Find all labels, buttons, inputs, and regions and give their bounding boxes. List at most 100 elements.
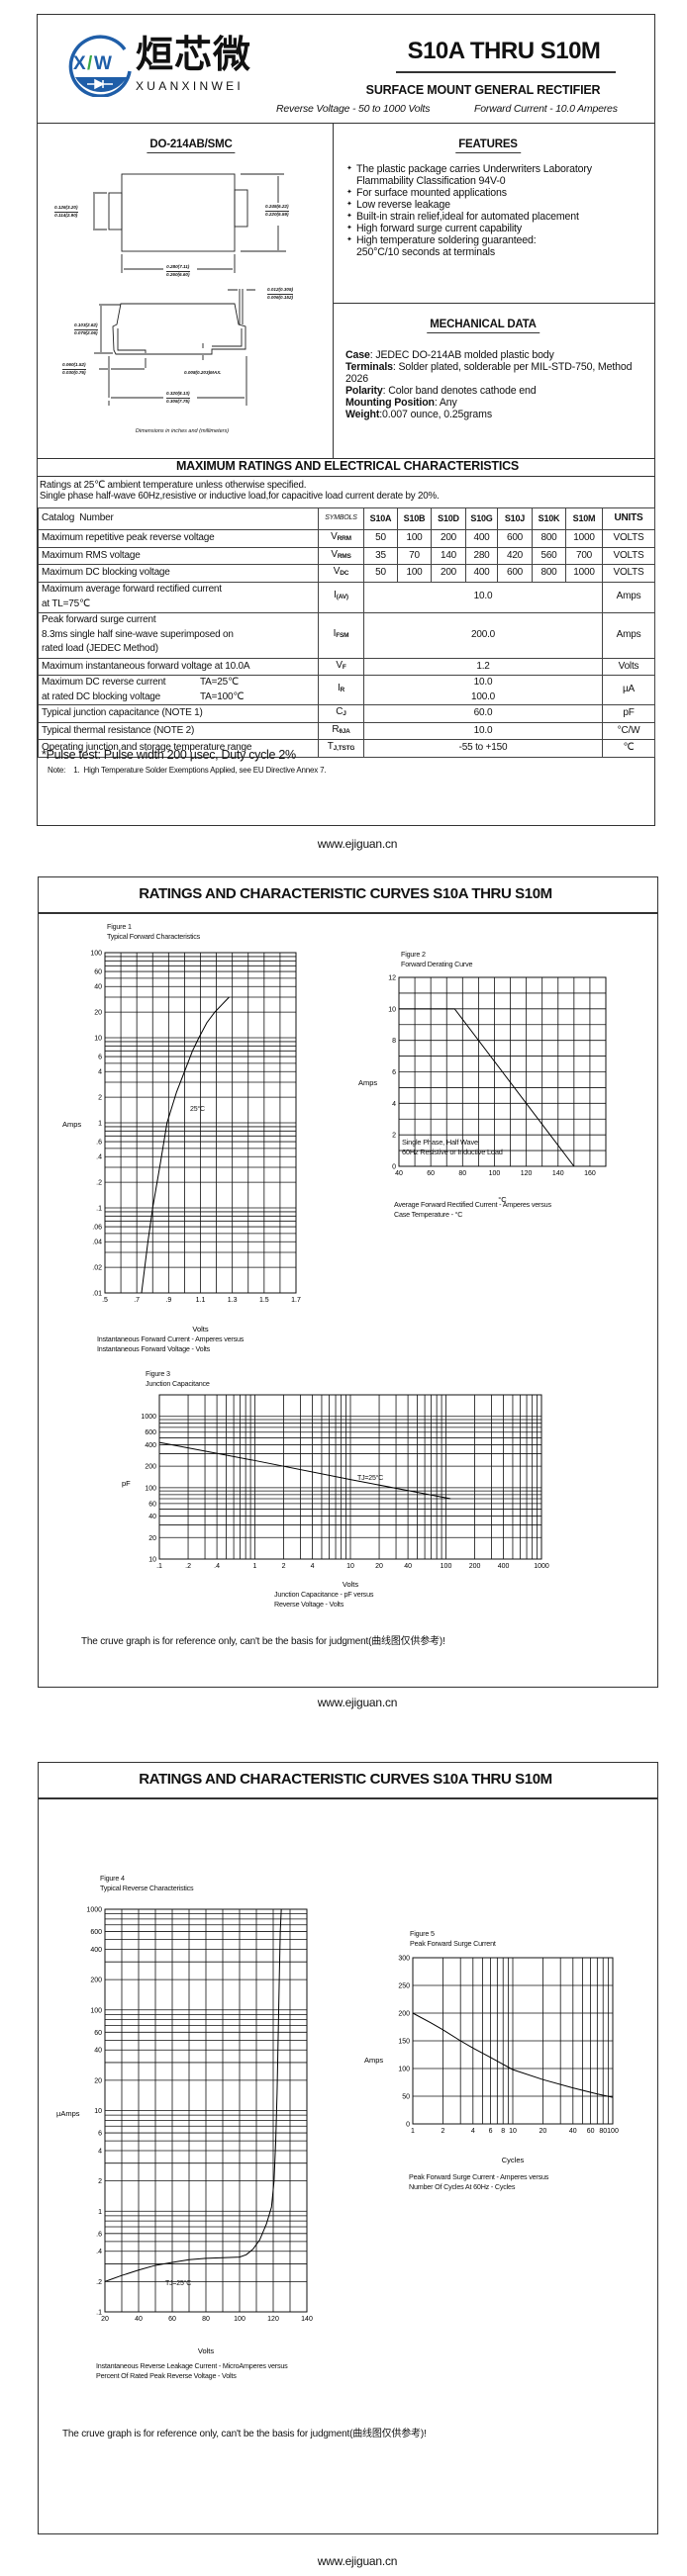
row-unit: VOLTS [602, 546, 655, 565]
symbol-main: I [333, 627, 337, 639]
symbol-subscript: R [340, 687, 345, 694]
footer-url[interactable]: www.ejiguan.cn [317, 837, 398, 851]
header-symbols: SYMBOLS [318, 507, 364, 530]
figure-2-annotation: Single Phase, Half Wave 60Hz Resistive or… [402, 1138, 503, 1156]
svg-text:/: / [87, 53, 93, 74]
description-text: Maximum DC reverse current [42, 677, 166, 688]
row-value: 10.0 [363, 721, 603, 740]
figure-1-annotation: 25°C [190, 1106, 205, 1113]
mechanical-value: : Color band denotes cathode end [382, 385, 537, 397]
row-unit: pF [602, 704, 655, 723]
dimension-label: 0.320(8.13) 0.305(7.75) [166, 391, 190, 404]
table-row: Typical junction capacitance (NOTE 1) CJ 6… [38, 704, 655, 723]
feature-item: Low reverse leakage [346, 199, 643, 211]
row-value: 420 [497, 546, 533, 565]
mechanical-item: Case: JEDEC DO-214AB molded plastic body [345, 349, 647, 361]
row-symbol: IR [318, 675, 364, 705]
description-line: Maximum RMS voltage [42, 549, 315, 564]
features-title: FEATURES [455, 138, 521, 153]
row-value: 200 [431, 564, 466, 583]
row-value: 560 [532, 546, 566, 565]
mechanical-item: Mounting Position: Any [345, 397, 647, 409]
ratings-note-2: Single phase half-wave 60Hz,resistive or… [40, 491, 440, 502]
figure-2-description: Average Forward Rectified Current - Ampe… [394, 1200, 551, 1219]
divider [37, 476, 655, 477]
description-text: Operating junction and storage temperatu… [42, 742, 252, 753]
symbol-main: I [334, 590, 337, 601]
feature-item: The plastic package carries Underwriters… [346, 163, 643, 187]
divider [333, 123, 334, 458]
dimension-label: 0.245(6.22) 0.220(5.59) [265, 204, 289, 217]
table-row: Maximum average forward rectified curren… [38, 581, 655, 613]
row-description: Maximum DC reverse current TA=25℃ at rated… [38, 675, 319, 705]
description-line: at TL=75℃ [42, 598, 315, 612]
table-row: Maximum repetitive peak reverse voltage V… [38, 529, 655, 548]
forward-current-spec: Forward Current - 10.0 Amperes [474, 103, 618, 115]
svg-text:W: W [94, 53, 112, 74]
description-line: Maximum average forward rectified curren… [42, 583, 315, 598]
row-unit: ℃ [602, 739, 655, 758]
row-unit: Volts [602, 657, 655, 676]
row-description: Maximum repetitive peak reverse voltage [38, 529, 319, 548]
description-text: rated load (JEDEC Method) [42, 643, 158, 655]
row-description: Maximum DC blocking voltage [38, 564, 319, 583]
description-text: Maximum RMS voltage [42, 549, 141, 561]
description-line: Maximum repetitive peak reverse voltage [42, 531, 315, 546]
feature-item: High temperature soldering guaranteed: 2… [346, 234, 643, 258]
curves-title: RATINGS AND CHARACTERISTIC CURVES S10A T… [139, 1771, 552, 1788]
description-line: 8.3ms single half sine-wave superimposed… [42, 628, 315, 643]
description-line: Maximum DC reverse current TA=25℃ [42, 676, 315, 690]
test-condition: TA=100℃ [200, 690, 245, 702]
row-description: Maximum RMS voltage [38, 546, 319, 565]
page-2-frame [38, 876, 658, 1688]
mechanical-item: Terminals: Solder plated, solderable per… [345, 361, 647, 385]
figure-4-caption: Figure 4 Typical Reverse Characteristics [100, 1874, 194, 1892]
table-row: Operating junction and storage temperatu… [38, 739, 655, 758]
dimension-label: 0.280(7.11) 0.260(6.60) [166, 264, 190, 277]
description-text: Peak forward surge current [42, 614, 156, 626]
dimension-label: 0.012(0.305) 0.006(0.152) [267, 287, 294, 300]
feature-item: For surface mounted applications [346, 187, 643, 199]
footer-url[interactable]: www.ejiguan.cn [317, 2554, 398, 2568]
ratings-note-1: Ratings at 25℃ ambient temperature unles… [40, 480, 307, 491]
description-text: Maximum repetitive peak reverse voltage [42, 532, 215, 543]
header-part: S10M [565, 507, 603, 530]
symbol-main: V [336, 659, 343, 671]
test-condition: TA=25℃ [200, 677, 240, 688]
header-part: S10D [431, 507, 466, 530]
page-subtitle: SURFACE MOUNT GENERAL RECTIFIER [365, 83, 601, 97]
row-value: 700 [565, 546, 603, 565]
pulse-test-note: *Pulse test: Pulse width 200 µsec, Duty … [42, 748, 296, 762]
disclaimer: The cruve graph is for reference only, c… [81, 1636, 445, 1647]
mechanical-label: Case [345, 349, 370, 361]
row-value: 400 [465, 564, 498, 583]
row-symbol: VRMS [318, 546, 364, 565]
description-line: Typical thermal resistance (NOTE 2) [42, 724, 315, 739]
figure-5-description: Peak Forward Surge Current - Amperes ver… [409, 2172, 549, 2191]
svg-text:X: X [73, 53, 86, 74]
table-row: Maximum DC reverse current TA=25℃ at rated… [38, 675, 655, 705]
mechanical-value: : JEDEC DO-214AB molded plastic body [369, 349, 554, 361]
package-title: DO-214AB/SMC [147, 138, 236, 153]
footer-url[interactable]: www.ejiguan.cn [317, 1696, 398, 1709]
mechanical-label: Mounting Position [345, 397, 435, 409]
row-value: 50 [363, 564, 398, 583]
header-part: S10A [363, 507, 398, 530]
symbol-subscript: FSM [336, 631, 349, 639]
dimension-label: 0.060(1.52) 0.030(0.76) [62, 362, 86, 375]
divider [333, 303, 655, 304]
page-3-frame [38, 1762, 658, 2534]
description-text: Typical junction capacitance (NOTE 1) [42, 707, 203, 718]
mechanical-data: Case: JEDEC DO-214AB molded plastic body… [345, 349, 647, 420]
figure-4-annotation: TJ=25°C [165, 2280, 192, 2287]
row-value: 35 [363, 546, 398, 565]
row-value: 1000 [565, 529, 603, 548]
row-value: 10.0 [363, 581, 603, 613]
dimension-label: 0.008(0.203)MAX. [184, 370, 222, 375]
header-part: S10B [397, 507, 432, 530]
curves-title: RATINGS AND CHARACTERISTIC CURVES S10A T… [139, 885, 552, 902]
row-description: Typical junction capacitance (NOTE 1) [38, 704, 319, 723]
row-value: 140 [431, 546, 466, 565]
row-value: 100 [397, 529, 432, 548]
ratings-title: MAXIMUM RATINGS AND ELECTRICAL CHARACTER… [175, 459, 520, 473]
